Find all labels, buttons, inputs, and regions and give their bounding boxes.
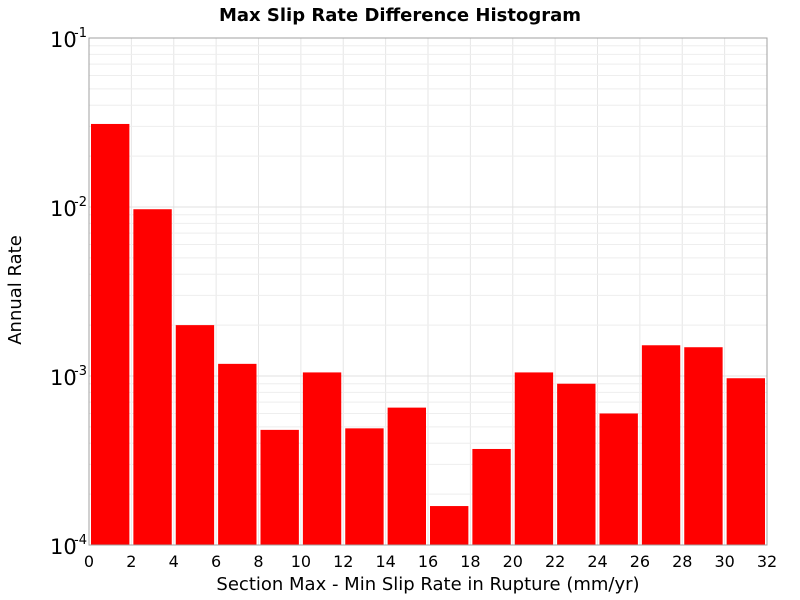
histogram-bar	[175, 325, 215, 545]
histogram-bar	[302, 372, 342, 545]
x-tick-label: 0	[84, 552, 94, 571]
histogram-bar	[133, 209, 172, 545]
x-axis-ticks: 0 2 4 6 8 10 12 14 16 18 20 22 24 26 28 30 32	[84, 552, 777, 571]
histogram-bar	[387, 407, 426, 545]
x-tick-label: 26	[630, 552, 650, 571]
x-tick-label: 12	[333, 552, 353, 571]
y-tick-base: 10	[50, 366, 77, 390]
y-axis-label: Annual Rate	[5, 235, 26, 345]
x-tick-label: 32	[757, 552, 777, 571]
y-tick-exponent: -1	[74, 26, 87, 41]
y-tick-base: 10	[50, 535, 77, 559]
y-tick-base: 10	[50, 28, 77, 52]
x-tick-label: 30	[714, 552, 734, 571]
histogram-bar	[599, 413, 638, 545]
histogram-bar	[726, 378, 765, 545]
y-tick-label: 10-2	[50, 195, 87, 221]
y-tick-exponent: -4	[74, 533, 87, 548]
plot-border	[88, 37, 768, 546]
x-tick-label: 14	[375, 552, 395, 571]
x-tick-label: 10	[291, 552, 311, 571]
y-tick-label: 10-3	[50, 364, 87, 390]
y-tick-label: 10-1	[50, 26, 87, 52]
histogram-bar	[260, 429, 299, 545]
y-tick-base: 10	[50, 197, 77, 221]
x-tick-label: 22	[545, 552, 565, 571]
x-tick-label: 6	[211, 552, 221, 571]
y-tick-label: 10-4	[50, 533, 87, 559]
x-tick-label: 8	[253, 552, 263, 571]
y-tick-exponent: -3	[74, 364, 87, 379]
x-tick-label: 2	[126, 552, 136, 571]
chart-title: Max Slip Rate Difference Histogram	[219, 5, 581, 26]
histogram-bar	[91, 123, 130, 546]
x-axis-label: Section Max - Min Slip Rate in Rupture (…	[216, 574, 639, 595]
x-tick-label: 24	[587, 552, 607, 571]
bars-group	[91, 123, 765, 546]
histogram-bar	[514, 372, 554, 545]
histogram-bar	[557, 383, 596, 545]
plot-area	[88, 37, 768, 546]
histogram-bar	[345, 428, 384, 545]
y-tick-exponent: -2	[74, 195, 87, 210]
histogram-bar	[472, 448, 511, 545]
histogram-bar	[430, 506, 469, 545]
x-tick-label: 4	[169, 552, 179, 571]
histogram-bar	[684, 347, 723, 545]
y-axis-ticks: 10-410-310-210-1	[50, 26, 87, 559]
histogram-bar	[218, 363, 257, 545]
histogram-bar	[641, 345, 681, 545]
x-tick-label: 18	[460, 552, 480, 571]
x-tick-label: 20	[503, 552, 523, 571]
x-tick-label: 16	[418, 552, 438, 571]
x-tick-label: 28	[672, 552, 692, 571]
